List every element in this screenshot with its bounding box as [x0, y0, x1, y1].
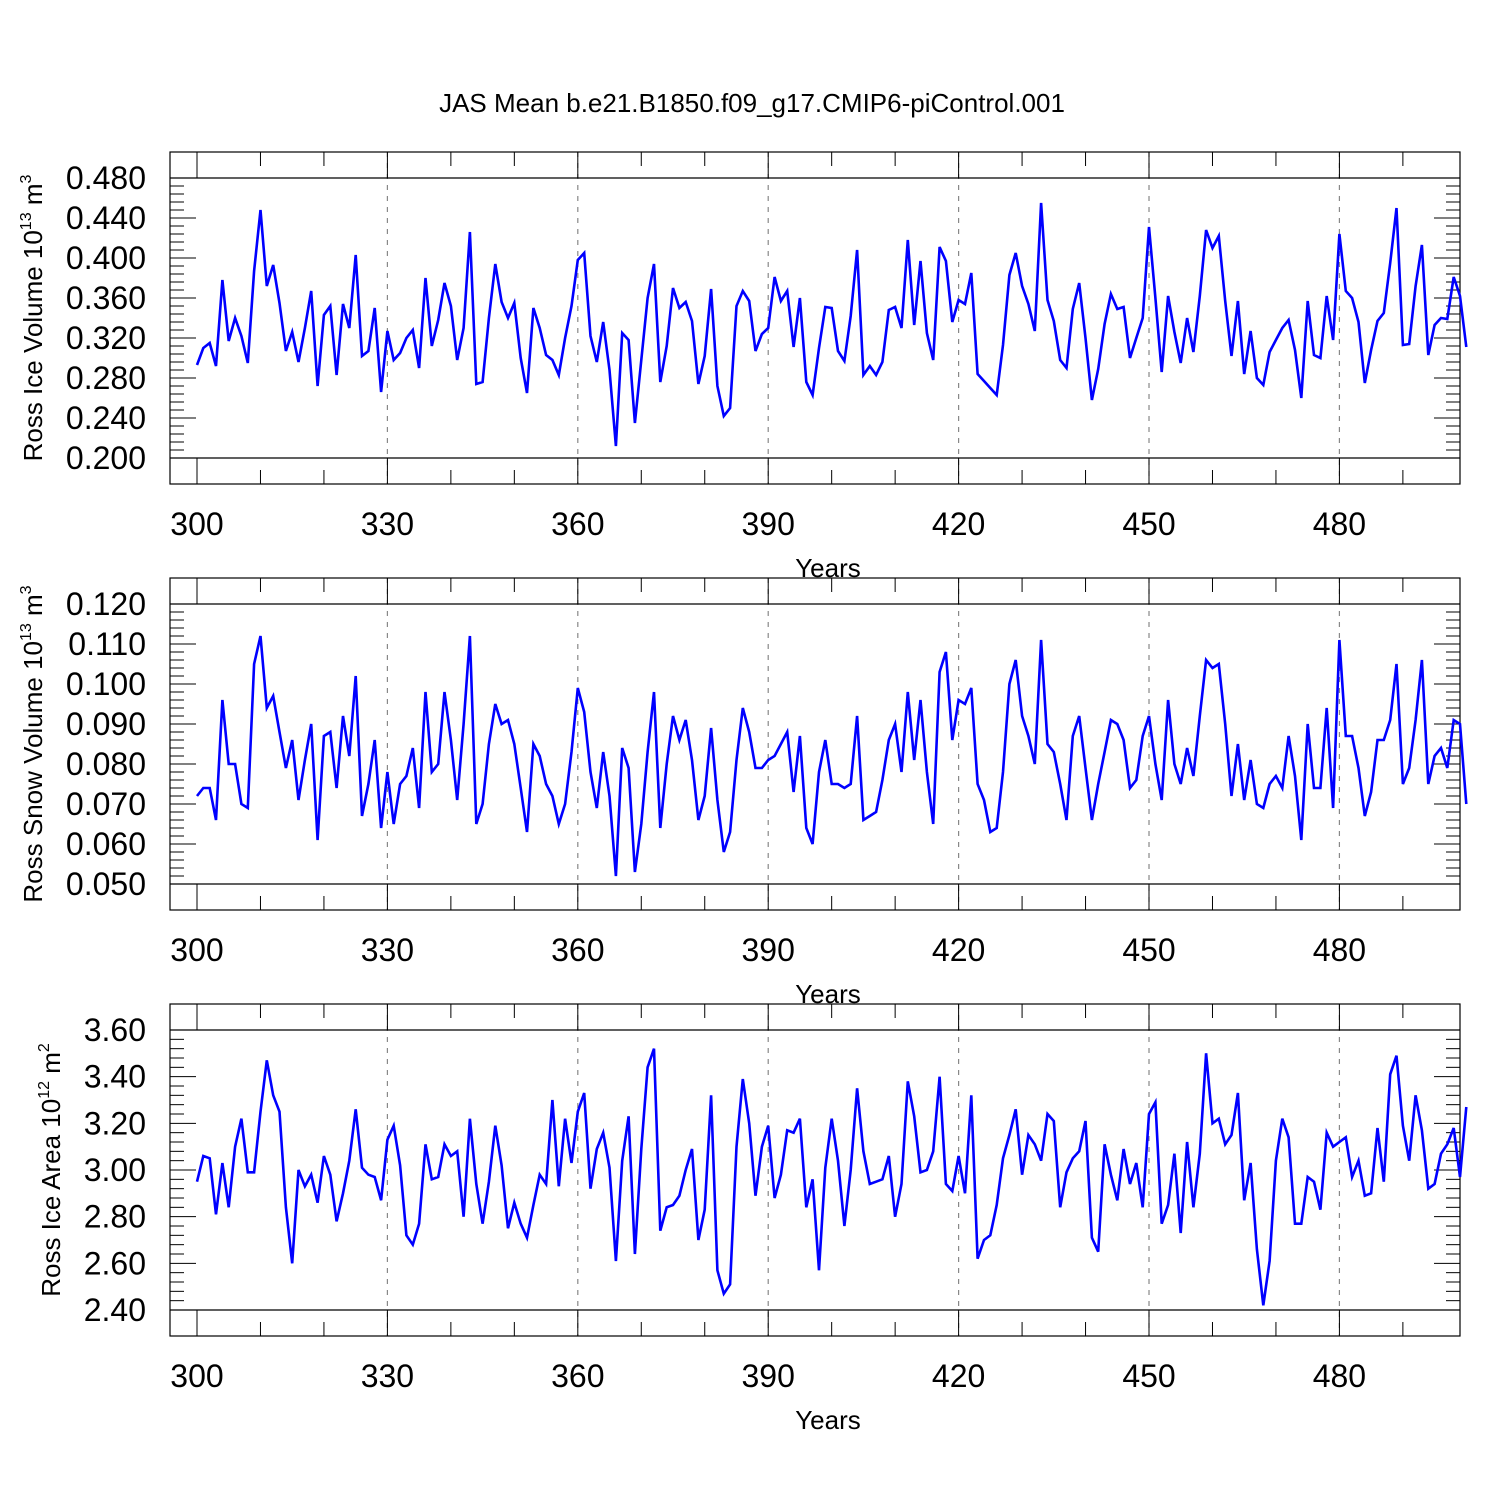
y-tick-label: 3.20	[84, 1105, 146, 1141]
x-tick-label: 300	[170, 506, 223, 542]
x-tick-label: 480	[1313, 506, 1366, 542]
series-line	[195, 635, 1468, 877]
y-axis-label-unit: m	[36, 1052, 66, 1081]
x-tick-label: 450	[1122, 1358, 1175, 1394]
x-tick-label: 330	[361, 506, 414, 542]
x-tick-label: 360	[551, 506, 604, 542]
y-tick-label: 0.480	[66, 160, 146, 196]
y-tick-label: 0.070	[66, 786, 146, 822]
panel-2: 0.050 0.060 0.070 0.080 0.090 0.100 0.110 0.120…	[18, 577, 1468, 1009]
y-axis-label-unit: m	[18, 183, 48, 212]
x-tick-label: 330	[361, 1358, 414, 1394]
x-tick-label: 480	[1313, 932, 1366, 968]
y-axis-label: Ross Ice Volume 1013 m3	[18, 174, 48, 461]
y-tick-label: 0.100	[66, 666, 146, 702]
y-axis-label-main: Ross Ice Volume 10	[18, 230, 48, 461]
y-tick-label: 2.80	[84, 1199, 146, 1235]
y-tick-label: 0.360	[66, 280, 146, 316]
y-tick-label: 0.200	[66, 440, 146, 476]
y-tick-label: 3.60	[84, 1012, 146, 1048]
x-tick-label: 330	[361, 932, 414, 968]
y-axis-label-sup: 13	[18, 623, 35, 641]
y-tick-label: 0.400	[66, 240, 146, 276]
y-tick-label: 0.280	[66, 360, 146, 396]
y-tick-label: 0.080	[66, 746, 146, 782]
y-tick-label: 0.060	[66, 826, 146, 862]
panel-1: 0.200 0.240 0.280 0.320 0.360 0.400 0.440 0.480…	[18, 151, 1468, 583]
y-tick-label: 3.00	[84, 1152, 146, 1188]
x-tick-label: 390	[742, 506, 795, 542]
y-axis-label-unit: m	[18, 594, 48, 623]
panels: 0.200 0.240 0.280 0.320 0.360 0.400 0.440 0.480…	[18, 151, 1468, 1435]
y-axis-label: Ross Ice Area 1012 m2	[36, 1043, 66, 1297]
panel-3: 2.40 2.60 2.80 3.00 3.20 3.40 3.60 300 330 360 390…	[36, 1003, 1468, 1435]
y-tick-label: 0.440	[66, 200, 146, 236]
y-axis-label-main: Ross Ice Area 10	[36, 1099, 66, 1297]
x-tick-label: 420	[932, 932, 985, 968]
x-tick-label: 360	[551, 1358, 604, 1394]
y-tick-label: 0.110	[68, 626, 146, 662]
x-tick-label: 360	[551, 932, 604, 968]
y-axis-label-unit-sup: 3	[18, 174, 35, 183]
y-tick-label: 3.40	[84, 1059, 146, 1095]
y-tick-label: 0.320	[66, 320, 146, 356]
x-tick-label: 390	[742, 932, 795, 968]
y-axis-label-unit-sup: 3	[18, 585, 35, 594]
y-tick-label: 0.050	[66, 866, 146, 902]
x-tick-label: 450	[1122, 932, 1175, 968]
series-line	[195, 202, 1468, 447]
y-tick-label: 0.240	[66, 400, 146, 436]
x-tick-label: 300	[170, 932, 223, 968]
y-axis-label: Ross Snow Volume 1013 m3	[18, 585, 48, 902]
chart-title: JAS Mean b.e21.B1850.f09_g17.CMIP6-piCon…	[439, 88, 1065, 118]
x-tick-label: 450	[1122, 506, 1175, 542]
y-axis-label-unit-sup: 2	[36, 1043, 53, 1052]
x-tick-label: 480	[1313, 1358, 1366, 1394]
y-tick-label: 2.40	[84, 1292, 146, 1328]
x-tick-label: 420	[932, 1358, 985, 1394]
y-tick-label: 0.090	[66, 706, 146, 742]
y-tick-label: 0.120	[66, 586, 146, 622]
plot-frame	[169, 577, 1461, 911]
x-tick-label: 300	[170, 1358, 223, 1394]
x-tick-label: 390	[742, 1358, 795, 1394]
x-axis-label: Years	[795, 1405, 861, 1435]
y-axis-label-sup: 13	[18, 212, 35, 230]
series-line	[195, 1048, 1468, 1306]
y-tick-label: 2.60	[84, 1245, 146, 1281]
plot-frame	[169, 151, 1461, 485]
x-tick-label: 420	[932, 506, 985, 542]
y-axis-label-sup: 12	[36, 1081, 53, 1099]
y-axis-label-main: Ross Snow Volume 10	[18, 641, 48, 903]
